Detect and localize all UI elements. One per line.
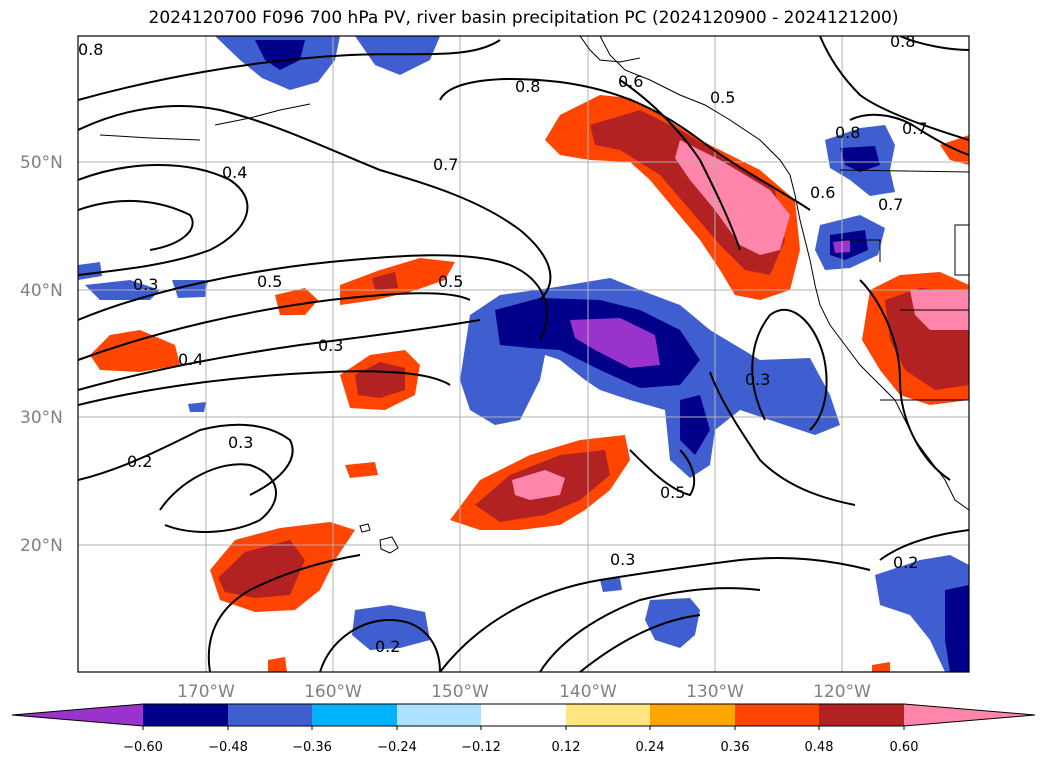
colorbar-ticks: −0.60 −0.48 −0.36 −0.24 −0.12 0.12 0.24 … — [123, 740, 918, 755]
colorbar-tick-label: 0.48 — [805, 740, 834, 755]
pos-region-mid-a-red — [372, 272, 398, 290]
contour-label: 0.7 — [433, 155, 458, 174]
pos-region-central-south-pink — [512, 470, 565, 500]
lon-label: 160°W — [304, 682, 362, 702]
map-content — [78, 36, 969, 672]
lat-label: 40°N — [20, 281, 63, 301]
pos-region-west — [90, 330, 180, 372]
colorbar-tick-label: 0.24 — [636, 740, 665, 755]
neg-region-central-purple — [570, 318, 660, 368]
contour-label: 0.4 — [178, 350, 203, 369]
neg-region-se-dark — [945, 585, 969, 672]
contour-label: 0.7 — [878, 195, 903, 214]
colorbar-segment — [735, 704, 819, 726]
contour-label: 0.3 — [133, 275, 158, 294]
colorbar-segment — [481, 704, 566, 726]
pv-contours — [78, 36, 969, 672]
colorbar-tick-label: 0.60 — [890, 740, 919, 755]
neg-region-alaska-core — [255, 40, 305, 70]
neg-region-alaska-2 — [355, 36, 440, 75]
colorbar-tick-label: −0.48 — [208, 740, 248, 755]
pos-region-mid-b — [275, 288, 318, 315]
neg-region-west-d — [188, 402, 206, 412]
colorbar-segment — [312, 704, 397, 726]
neg-region-south-a — [352, 605, 430, 650]
colorbar-tick-label: 0.36 — [721, 740, 750, 755]
contour-label: 0.3 — [228, 433, 253, 452]
contour-label: 0.8 — [515, 77, 540, 96]
neg-region-central-dark2 — [680, 395, 710, 455]
pos-region-small-c — [345, 462, 378, 478]
contour-label-group: 0.8 0.8 0.6 0.5 0.8 0.7 0.8 0.4 0.7 0.6 … — [78, 32, 927, 656]
contour-label: 0.5 — [257, 272, 282, 291]
contour-label: 0.2 — [375, 637, 400, 656]
colorbar-tick-label: −0.24 — [377, 740, 417, 755]
map-frame — [77, 35, 970, 673]
colorbar-tick-label: −0.36 — [292, 740, 332, 755]
map-title: 2024120700 F096 700 hPa PV, river basin … — [148, 8, 899, 28]
neg-region-south-c — [600, 578, 622, 592]
map-gridlines — [78, 36, 969, 672]
colorbar-segment — [228, 704, 312, 726]
pos-region-ne-corner — [940, 135, 969, 165]
lat-label: 20°N — [20, 536, 63, 556]
neg-region-west-a — [78, 262, 102, 280]
contour-label: 0.4 — [222, 163, 247, 182]
colorbar-segments — [11, 703, 1036, 730]
colorbar-segment — [650, 704, 735, 726]
contour-label: 0.8 — [835, 123, 860, 142]
pos-region-mid-a — [340, 258, 455, 305]
lon-label: 130°W — [686, 682, 744, 702]
contour-label: 0.3 — [745, 370, 770, 389]
colorbar-segment — [819, 704, 904, 726]
contour-label: 0.7 — [902, 119, 927, 138]
lon-label: 120°W — [813, 682, 871, 702]
colorbar: −0.60 −0.48 −0.36 −0.24 −0.12 0.12 0.24 … — [11, 703, 1036, 755]
colorbar-tick-label: 0.12 — [552, 740, 581, 755]
contour-label: 0.6 — [810, 183, 835, 202]
contour-label: 0.5 — [660, 483, 685, 502]
contour-label: 0.3 — [318, 336, 343, 355]
positive-anomaly-regions — [90, 95, 969, 672]
contour-label: 0.2 — [893, 553, 918, 572]
contour-label: 0.8 — [890, 32, 915, 51]
longitude-labels: 170°W 160°W 150°W 140°W 130°W 120°W — [177, 682, 871, 702]
pos-region-hawaii-small — [268, 657, 287, 672]
colorbar-tick-label: −0.60 — [123, 740, 163, 755]
lat-label: 50°N — [20, 153, 63, 173]
lat-label: 30°N — [20, 408, 63, 428]
contour-label: 0.3 — [610, 550, 635, 569]
contour-label: 0.5 — [438, 272, 463, 291]
neg-region-ne-dark — [840, 146, 880, 172]
neg-region-west-c — [172, 280, 208, 298]
colorbar-extend-left — [12, 704, 143, 726]
contour-label: 0.8 — [78, 40, 103, 59]
contour-label: 0.6 — [618, 72, 643, 91]
lon-label: 140°W — [559, 682, 617, 702]
colorbar-segment — [566, 704, 650, 726]
contour-label: 0.5 — [710, 88, 735, 107]
colorbar-extend-right — [904, 704, 1035, 726]
latitude-labels: 50°N 40°N 30°N 20°N — [20, 153, 63, 556]
colorbar-tick-label: −0.12 — [461, 740, 501, 755]
contour-label: 0.2 — [127, 452, 152, 471]
pos-region-small-far — [872, 662, 890, 672]
lon-label: 150°W — [431, 682, 489, 702]
neg-region-south-b — [645, 598, 700, 648]
lon-label: 170°W — [177, 682, 235, 702]
colorbar-segment — [143, 704, 228, 726]
pos-region-hawaii-red — [218, 540, 305, 598]
colorbar-segment — [397, 704, 481, 726]
